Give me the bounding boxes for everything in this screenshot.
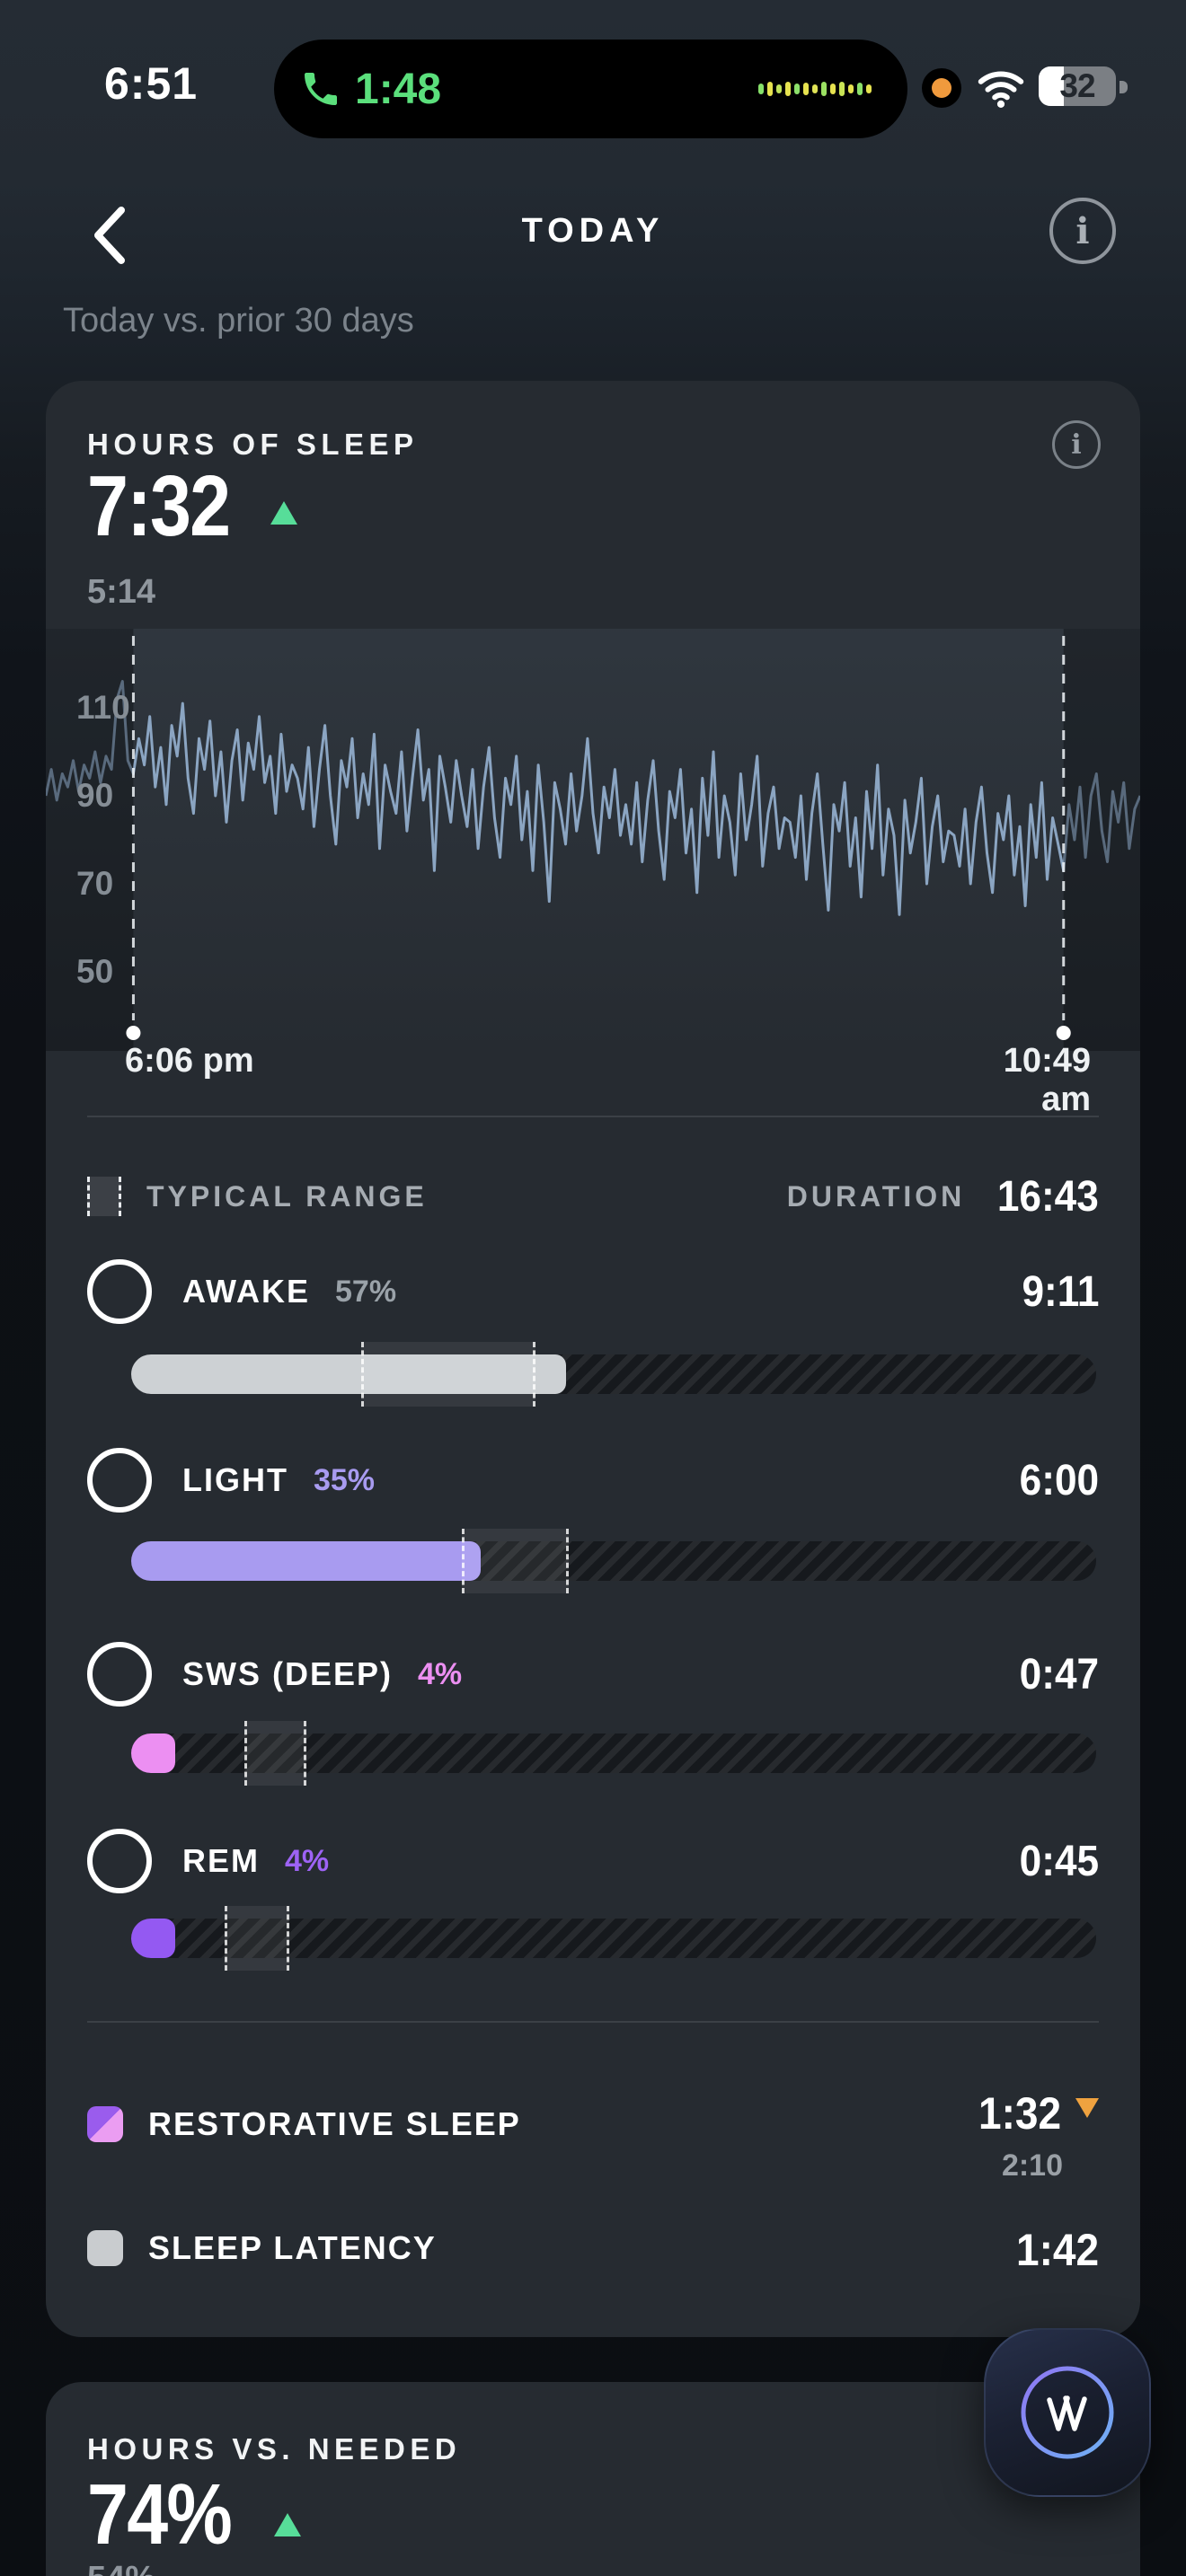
bar-fill: [131, 1919, 176, 1958]
stage-name: SWS (DEEP): [182, 1655, 394, 1692]
hours-vs-needed-comparison: 54%: [87, 2560, 155, 2576]
comparison-subtitle: Today vs. prior 30 days: [63, 302, 414, 340]
typical-range-box: [225, 1906, 290, 1971]
stage-name: AWAKE: [182, 1273, 311, 1310]
wake-time-label: 10:49 am: [1003, 1042, 1091, 1118]
chevron-left-icon: [94, 207, 125, 264]
stage-bar-light: [131, 1529, 1096, 1593]
stage-circle-icon: [87, 1642, 152, 1707]
typical-range-box: [360, 1342, 535, 1407]
info-icon: i: [1075, 209, 1090, 252]
page-title: TODAY: [521, 212, 665, 250]
sleep-hours-comparison: 5:14: [87, 573, 156, 611]
battery-percent: 32: [1059, 67, 1095, 104]
trend-up-icon: [274, 2513, 302, 2536]
hours-vs-needed-card: HOURS VS. NEEDED 74% 54%: [46, 2382, 1140, 2576]
stage-circle-icon: [87, 1448, 152, 1513]
sleep-hours-value: 7:32: [87, 458, 231, 554]
typical-range-box: [462, 1529, 569, 1593]
mic-indicator-dot: [922, 68, 961, 108]
trend-down-icon: [1075, 2098, 1099, 2118]
stage-bar-sws: [131, 1721, 1096, 1786]
stage-percent: 4%: [418, 1656, 463, 1691]
stage-row-awake[interactable]: AWAKE 57% 9:11: [87, 1259, 1099, 1324]
whoop-logo-icon: [1021, 2366, 1114, 2459]
stage-bar-rem: [131, 1906, 1096, 1971]
divider: [87, 1116, 1099, 1117]
restorative-sleep-value: 1:32: [978, 2088, 1061, 2139]
typical-range-box: [243, 1721, 307, 1786]
wifi-icon: [978, 71, 1024, 108]
restorative-sleep-swatch-icon: [87, 2106, 123, 2142]
stage-duration: 6:00: [1019, 1456, 1099, 1504]
stage-duration: 0:45: [1019, 1837, 1099, 1885]
bar-fill: [131, 1734, 176, 1773]
battery-cap: [1120, 81, 1128, 93]
sleep-start-label: 6:06 pm: [125, 1042, 254, 1080]
header-info-button[interactable]: i: [1049, 198, 1116, 264]
stage-duration: 0:47: [1019, 1650, 1099, 1698]
bar-fill: [131, 1354, 567, 1394]
stage-circle-icon: [87, 1259, 152, 1324]
hours-vs-needed-value: 74%: [87, 2466, 233, 2563]
stage-percent: 35%: [313, 1462, 376, 1497]
restorative-sleep-label: RESTORATIVE SLEEP: [148, 2105, 521, 2142]
card-title: HOURS OF SLEEP: [87, 428, 419, 461]
sleep-latency-label: SLEEP LATENCY: [148, 2229, 437, 2266]
bar-track: [131, 1734, 1096, 1773]
bar-track: [131, 1919, 1096, 1958]
hours-of-sleep-card: HOURS OF SLEEP i 7:32 5:14 110 90 70 50 …: [44, 381, 1142, 2337]
y-tick: 110: [76, 689, 130, 726]
sleep-latency-value: 1:42: [1015, 2225, 1099, 2275]
stage-circle-icon: [87, 1829, 152, 1893]
restorative-sleep-comparison: 2:10: [1001, 2148, 1063, 2183]
stage-name: LIGHT: [182, 1461, 288, 1498]
battery-icon: 32: [1039, 66, 1116, 106]
duration-value: 16:43: [997, 1172, 1099, 1221]
trend-up-icon: [270, 501, 298, 525]
dynamic-island-call[interactable]: 1:48: [274, 40, 907, 138]
stage-percent: 57%: [335, 1274, 397, 1309]
y-tick: 90: [76, 777, 114, 814]
divider: [87, 2021, 1099, 2023]
card-info-button[interactable]: i: [1052, 420, 1101, 469]
duration-label: DURATION: [786, 1179, 966, 1213]
y-tick: 50: [76, 953, 114, 990]
stage-row-sws[interactable]: SWS (DEEP) 4% 0:47: [87, 1642, 1099, 1707]
info-icon: i: [1071, 428, 1082, 461]
stage-name: REM: [182, 1842, 260, 1879]
whoop-coach-button[interactable]: [984, 2328, 1151, 2497]
y-tick: 70: [76, 865, 114, 902]
call-duration: 1:48: [355, 65, 442, 113]
bar-fill: [131, 1541, 481, 1581]
stage-row-rem[interactable]: REM 4% 0:45: [87, 1829, 1099, 1893]
sleep-latency-swatch-icon: [87, 2230, 123, 2266]
stage-duration: 9:11: [1022, 1267, 1099, 1316]
typical-range-icon: [87, 1177, 121, 1216]
card-title: HOURS VS. NEEDED: [87, 2432, 462, 2466]
phone-icon: [305, 73, 337, 105]
typical-range-label: TYPICAL RANGE: [146, 1179, 428, 1213]
call-waveform-icon: [758, 82, 872, 96]
stage-percent: 4%: [285, 1843, 330, 1878]
restorative-sleep-row[interactable]: RESTORATIVE SLEEP 1:32 2:10: [87, 2087, 1099, 2195]
sleep-latency-row[interactable]: SLEEP LATENCY 1:42: [87, 2211, 1099, 2283]
heart-rate-chart[interactable]: 110 90 70 50: [44, 629, 1142, 1051]
status-time: 6:51: [104, 58, 199, 109]
back-button[interactable]: [77, 199, 140, 271]
stage-row-light[interactable]: LIGHT 35% 6:00: [87, 1448, 1099, 1513]
stage-bar-awake: [131, 1342, 1096, 1407]
